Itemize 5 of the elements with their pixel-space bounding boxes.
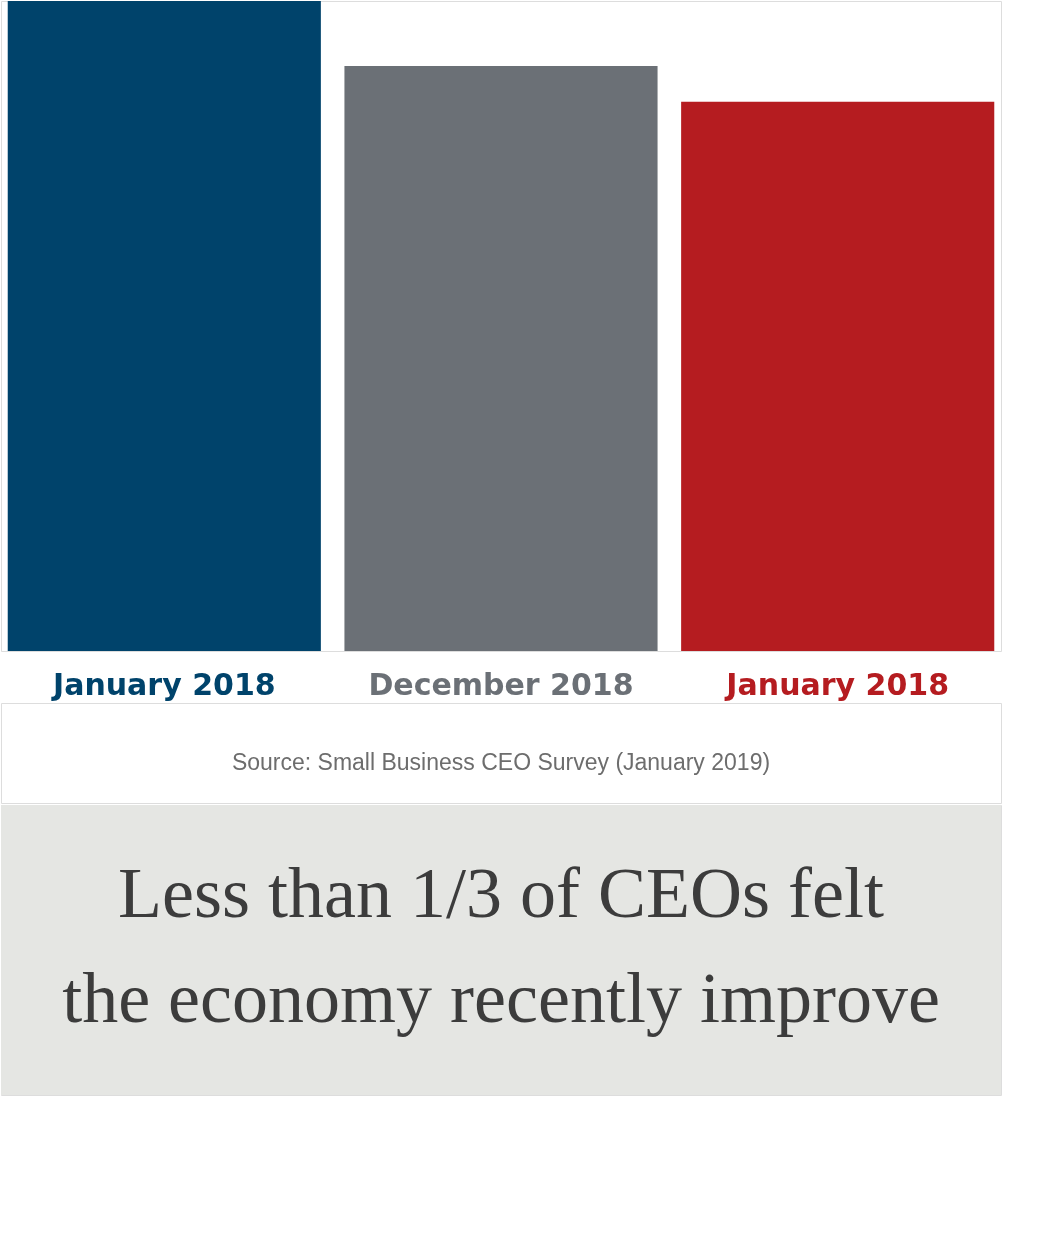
x-tick-label: January 2018 — [50, 667, 276, 702]
x-tick-label: December 2018 — [368, 667, 634, 702]
source-note: Source: Small Business CEO Survey (January 2019) — [231, 749, 771, 775]
x-tick-label: January 2018 — [724, 667, 950, 702]
text: Less than 1/3 of CEOs felt the economy recently improve — [62, 853, 940, 1038]
